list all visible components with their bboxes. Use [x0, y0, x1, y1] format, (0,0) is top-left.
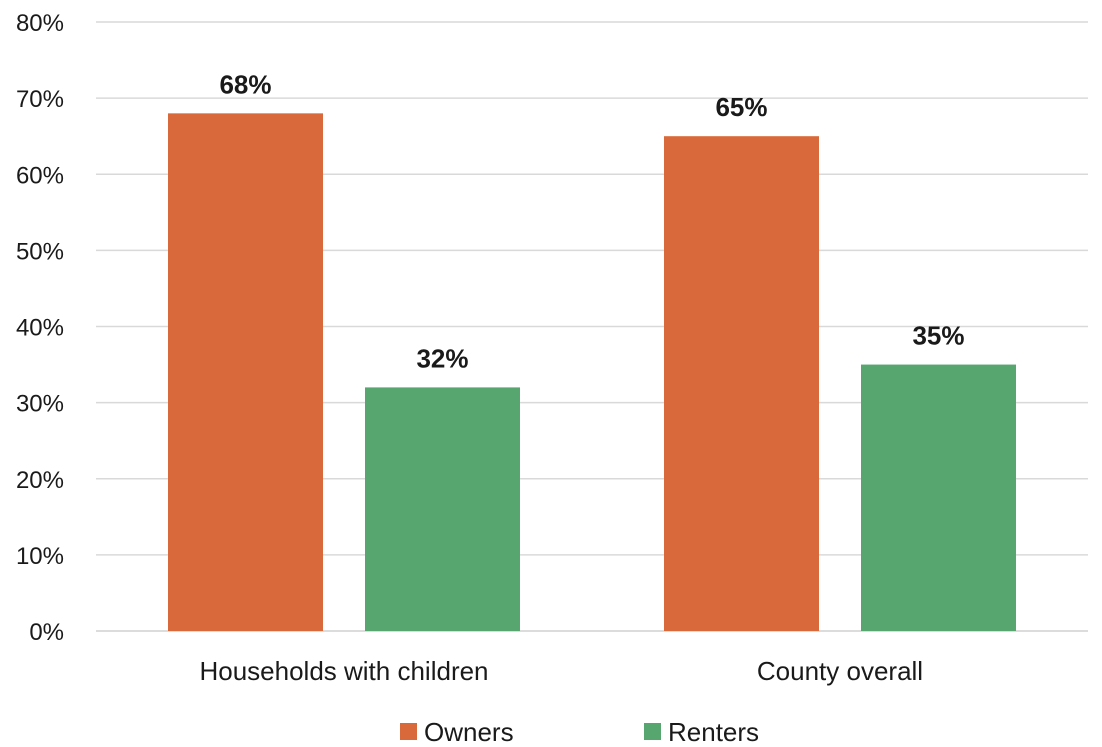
legend-item-renters: Renters [644, 717, 759, 747]
bars [168, 113, 1016, 632]
legend-label: Renters [668, 717, 759, 747]
y-tick-label: 80% [16, 10, 64, 37]
data-label: 65% [715, 92, 767, 122]
data-label: 68% [219, 69, 271, 99]
bar-owners-1 [664, 136, 819, 631]
y-tick-label: 0% [29, 619, 64, 646]
legend-label: Owners [424, 717, 514, 747]
legend-swatch [400, 723, 417, 740]
bar-renters-0 [365, 387, 520, 631]
category-label: Households with children [199, 656, 488, 686]
data-labels: 68% 32% 65% 35% [219, 69, 964, 373]
x-axis-categories: Households with children County overall [199, 656, 923, 686]
y-tick-label: 10% [16, 543, 64, 570]
bar-owners-0 [168, 113, 323, 632]
y-tick-label: 30% [16, 391, 64, 418]
legend-swatch [644, 723, 661, 740]
bar-renters-1 [861, 364, 1016, 631]
data-label: 35% [912, 321, 964, 351]
y-tick-label: 40% [16, 315, 64, 342]
y-tick-label: 50% [16, 238, 64, 265]
legend-item-owners: Owners [400, 717, 514, 747]
data-label: 32% [416, 343, 468, 373]
y-axis-ticks: 0% 10% 20% 30% 40% 50% 60% 70% 80% [16, 10, 64, 646]
y-tick-label: 60% [16, 162, 64, 189]
category-label: County overall [757, 656, 923, 686]
y-tick-label: 20% [16, 467, 64, 494]
y-tick-label: 70% [16, 86, 64, 113]
legend: Owners Renters [400, 717, 759, 747]
